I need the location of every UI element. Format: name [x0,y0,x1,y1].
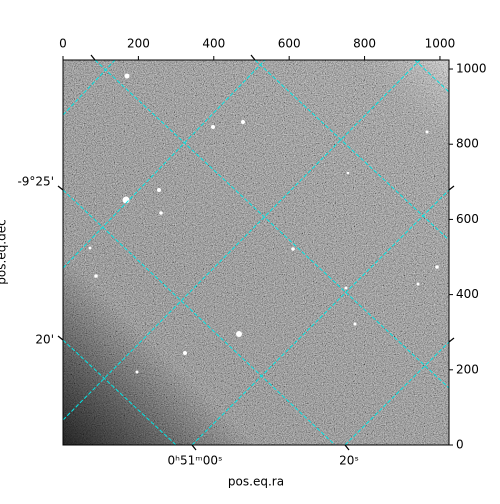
x-tick-label: 1000 [425,37,456,51]
x-tick-label: 0 [59,37,67,51]
stars [88,73,439,374]
plot-frame [62,59,450,446]
wcs-ticks [57,54,455,451]
y-tick-label: 400 [456,287,479,301]
sky-image [63,60,449,445]
y-axis-label: pos.eq.dec [0,219,9,284]
x-tick-label: 600 [278,37,301,51]
wcs-grid [63,60,449,445]
y-tick-label: 200 [456,362,479,376]
x-tick-label: 400 [202,37,225,51]
y-tick-label: 0 [456,438,464,452]
y-tick-label: 800 [456,137,479,151]
ra-tick-label: 0ʰ51ᵐ00ˢ [168,454,223,468]
x-tick-label: 800 [353,37,376,51]
y-tick-label: 600 [456,212,479,226]
dec-tick-label: 20' [35,333,54,347]
x-tick-label: 200 [127,37,150,51]
ra-tick-label: 20ˢ [339,454,359,468]
dec-tick-label: -9°25' [17,175,54,189]
x-axis-label: pos.eq.ra [228,475,284,489]
y-tick-label: 1000 [456,62,487,76]
